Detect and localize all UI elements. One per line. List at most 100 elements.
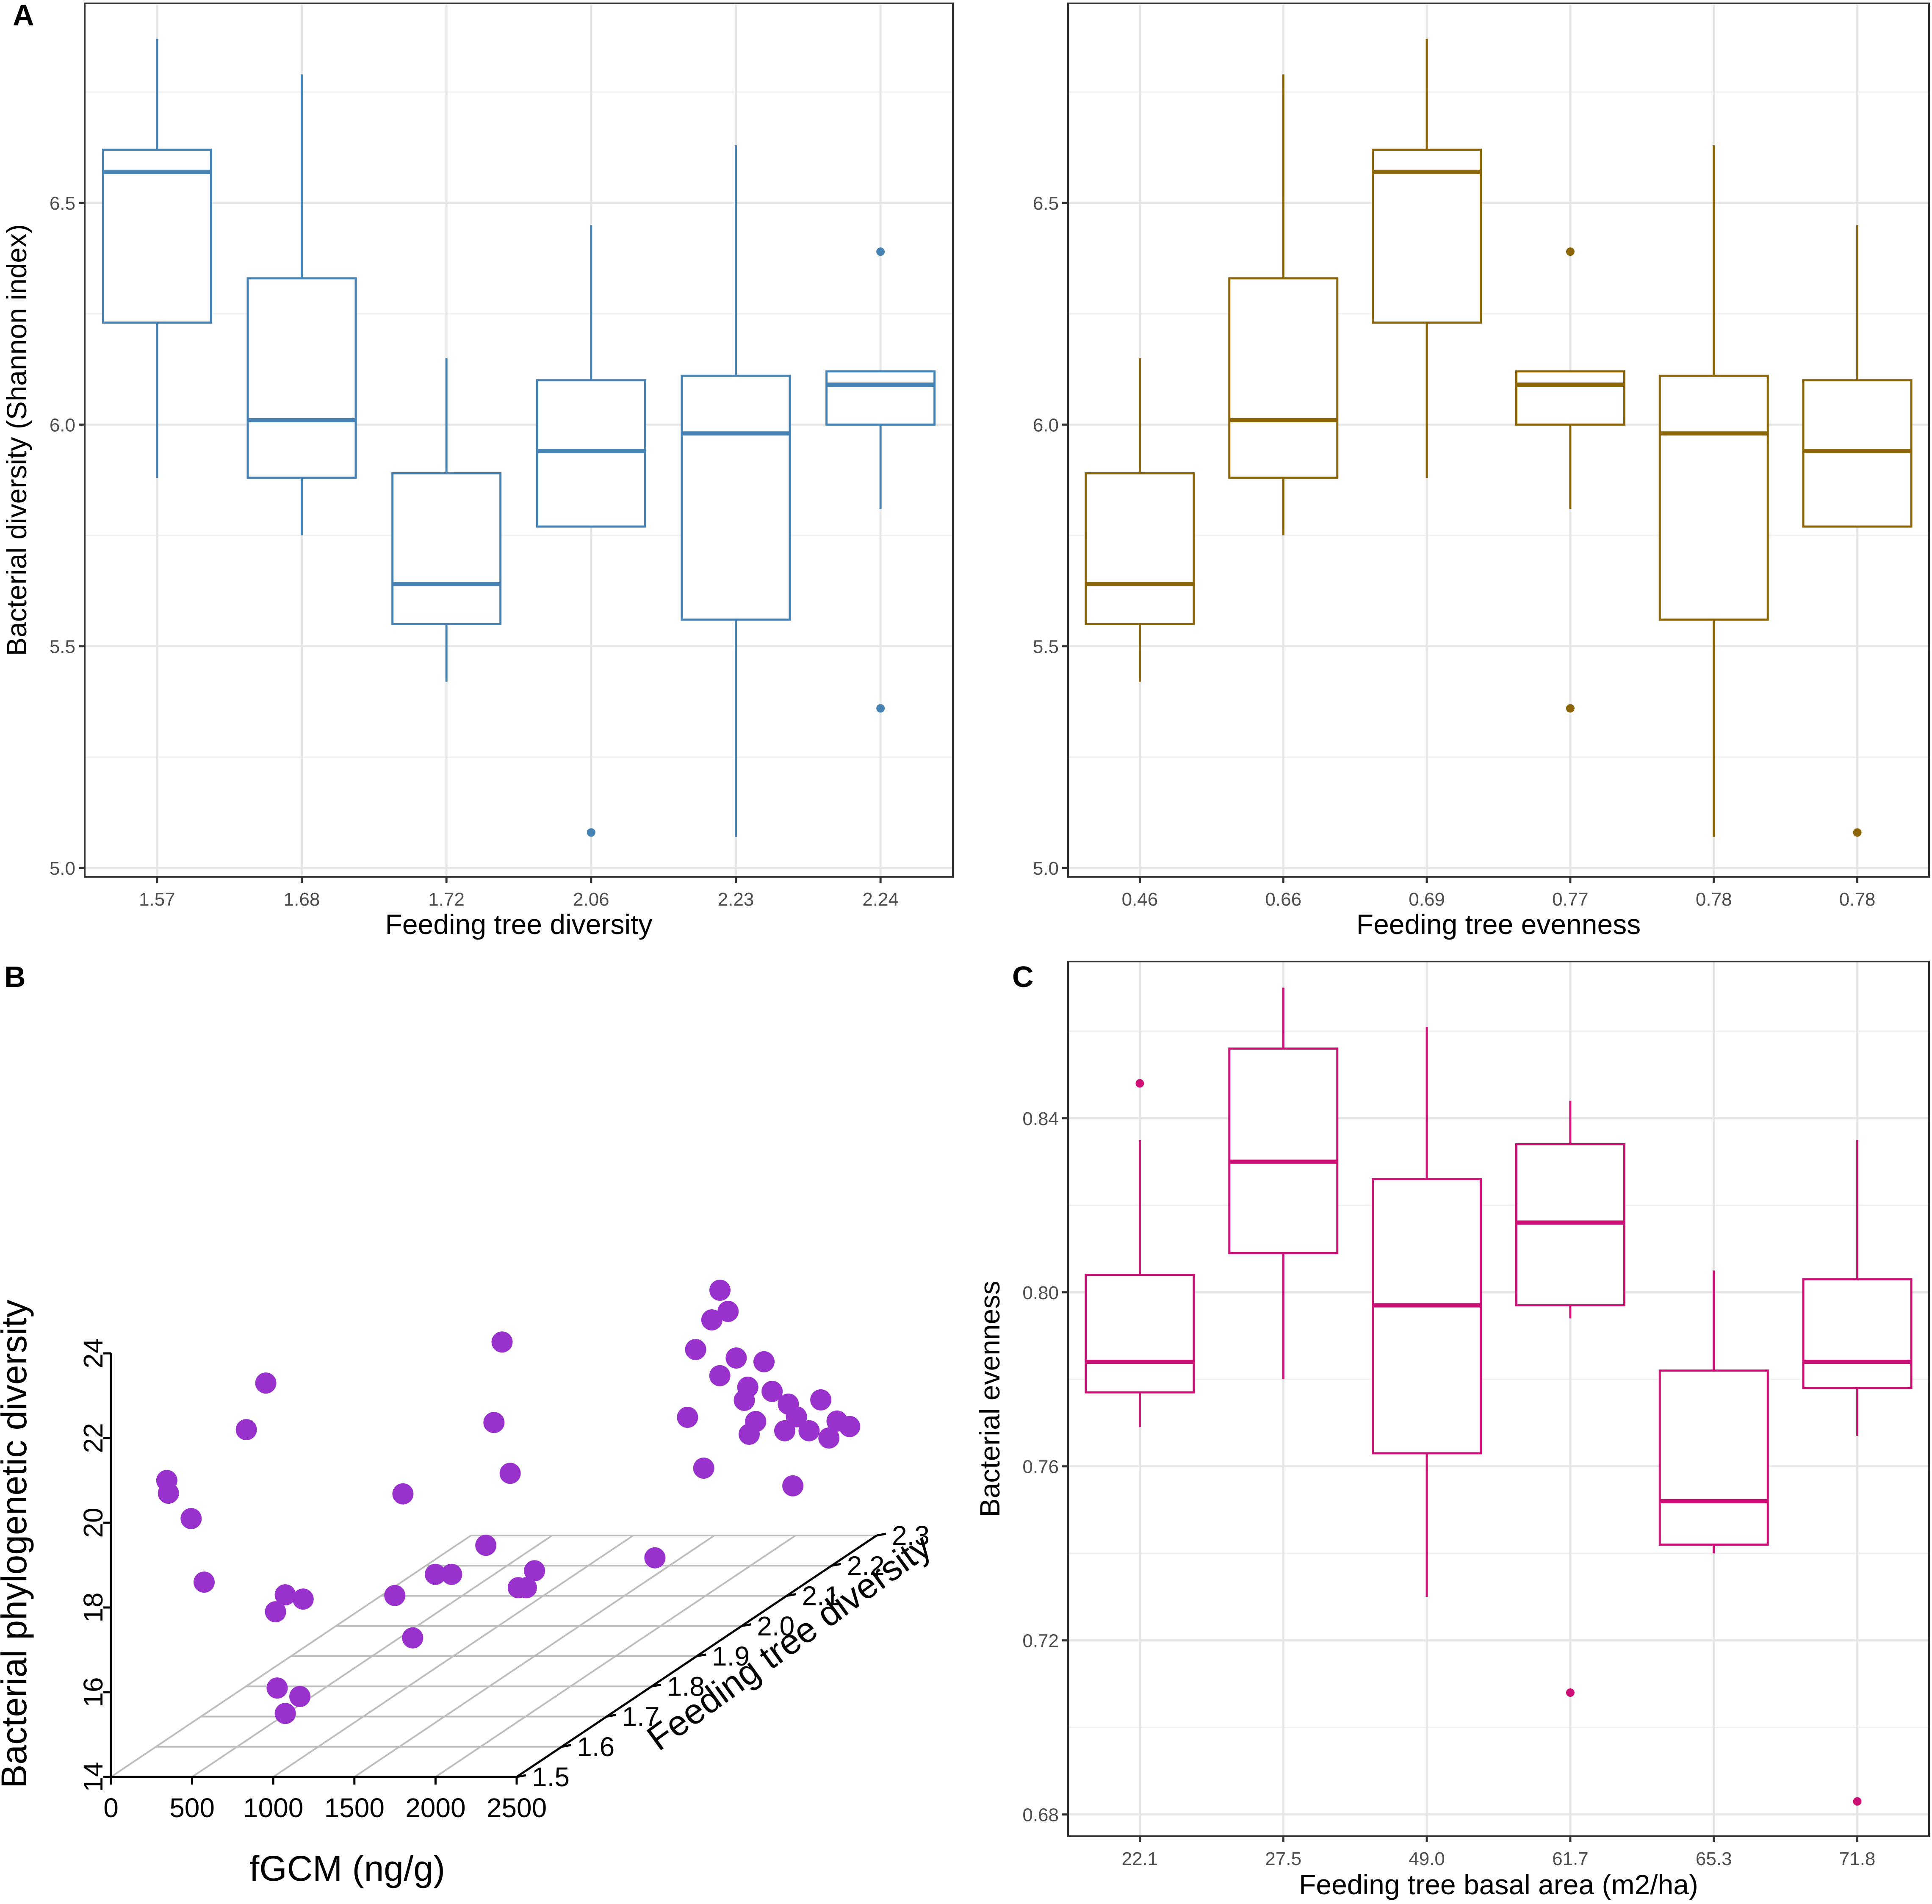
y-tick-label: 2.3 bbox=[892, 1520, 930, 1551]
outlier-point bbox=[1566, 247, 1575, 256]
y-tick-label: 1.7 bbox=[622, 1702, 660, 1732]
y-tick-mark bbox=[876, 1533, 886, 1537]
x-tick-label: 500 bbox=[169, 1793, 215, 1823]
panel-A-right: 5.0 5.5 6.0 6.5 0.46 0.66 0.69 0.77 0.78 0.78 Feed… bbox=[1033, 3, 1930, 940]
x-tick-label: 1.68 bbox=[284, 889, 320, 910]
box bbox=[1085, 472, 1195, 625]
panel-border bbox=[1067, 961, 1930, 1837]
x-tick-label: 0.78 bbox=[1696, 889, 1732, 910]
box bbox=[1228, 1047, 1339, 1254]
outlier-point bbox=[1566, 704, 1575, 713]
y-tick-label: 0.80 bbox=[1022, 1283, 1059, 1303]
scatter-point bbox=[798, 1420, 820, 1441]
scatter-point bbox=[441, 1563, 462, 1585]
z-tick-label: 16 bbox=[78, 1677, 108, 1707]
scatter-point bbox=[292, 1588, 314, 1610]
scatter-point bbox=[289, 1686, 311, 1707]
y-tick-mark bbox=[786, 1593, 796, 1597]
y-tick-label: 2.0 bbox=[757, 1611, 794, 1641]
scatter-point bbox=[753, 1351, 775, 1372]
x-tick-label: 27.5 bbox=[1265, 1849, 1301, 1869]
z-tick-label: 18 bbox=[78, 1592, 108, 1622]
x-tick-label: 2.24 bbox=[862, 889, 899, 910]
box bbox=[681, 374, 791, 621]
scatter-point bbox=[810, 1389, 832, 1411]
x-axis-label: fGCM (ng/g) bbox=[249, 1849, 445, 1888]
z-tick-label: 22 bbox=[78, 1423, 108, 1453]
y-tick-mark bbox=[696, 1653, 706, 1657]
box bbox=[1802, 1278, 1913, 1389]
box bbox=[1085, 1274, 1195, 1394]
box bbox=[1802, 379, 1913, 528]
y-tick-label: 6.5 bbox=[1033, 193, 1059, 214]
y-tick-label: 0.72 bbox=[1022, 1631, 1059, 1652]
x-tick-label: 2500 bbox=[487, 1793, 547, 1823]
x-tick-label: 2000 bbox=[405, 1793, 465, 1823]
y-tick-label: 1.8 bbox=[667, 1671, 705, 1702]
scatter-point bbox=[839, 1416, 861, 1437]
scatter-point bbox=[709, 1280, 731, 1301]
x-tick-label: 71.8 bbox=[1839, 1849, 1876, 1869]
box bbox=[536, 379, 646, 528]
panel-C: 0.68 0.72 0.76 0.80 0.84 22.1 27.5 49.0 61.7 65.3… bbox=[974, 960, 1930, 1900]
y-tick-mark bbox=[561, 1744, 571, 1748]
y-tick-label: 6.0 bbox=[50, 415, 75, 435]
outlier-point bbox=[1135, 1079, 1144, 1088]
box bbox=[391, 472, 502, 625]
x-tick-label: 0.46 bbox=[1122, 889, 1158, 910]
scatter-point bbox=[402, 1627, 423, 1649]
z-tick-label: 20 bbox=[78, 1508, 108, 1538]
scatter-point bbox=[701, 1309, 722, 1330]
scatter-point bbox=[274, 1703, 296, 1724]
panel-border bbox=[1067, 3, 1930, 878]
outlier-point bbox=[1853, 828, 1862, 837]
scatter-point bbox=[677, 1407, 698, 1428]
box bbox=[246, 277, 357, 479]
y-tick-mark bbox=[831, 1563, 841, 1567]
x-tick-label: 49.0 bbox=[1409, 1849, 1445, 1869]
panel-label: A bbox=[13, 0, 34, 32]
x-tick-label: 0.77 bbox=[1552, 889, 1589, 910]
y-tick-label: 6.5 bbox=[50, 193, 75, 214]
x-tick-label: 0.69 bbox=[1409, 889, 1445, 910]
scatter-point bbox=[786, 1406, 807, 1427]
scatter-point bbox=[524, 1560, 545, 1582]
scatter-point bbox=[685, 1339, 706, 1360]
y-tick-mark bbox=[741, 1623, 751, 1627]
scatter-point bbox=[761, 1380, 783, 1402]
x-tick-label: 22.1 bbox=[1122, 1849, 1158, 1869]
box bbox=[825, 370, 936, 426]
y-tick-label: 5.0 bbox=[1033, 858, 1059, 879]
outlier-point bbox=[876, 247, 885, 256]
panel-label: B bbox=[4, 960, 26, 993]
x-tick-label: 2.06 bbox=[573, 889, 609, 910]
z-tick-label: 14 bbox=[78, 1762, 108, 1792]
x-tick-label: 0 bbox=[103, 1793, 119, 1823]
scatter-point bbox=[774, 1420, 795, 1441]
outlier-point bbox=[587, 828, 595, 837]
y-tick-label: 5.0 bbox=[50, 858, 75, 879]
scatter-point bbox=[725, 1347, 747, 1369]
x-tick-label: 1500 bbox=[324, 1793, 385, 1823]
panel-A-left: 5.0 5.5 6.0 6.5 1.57 1.68 1.72 2.06 2.23 2.24 Feed… bbox=[1, 0, 954, 940]
y-tick-label: 1.9 bbox=[712, 1641, 750, 1671]
scatter-point bbox=[475, 1535, 497, 1556]
scatter-point bbox=[745, 1411, 767, 1432]
y-tick-label: 0.68 bbox=[1022, 1805, 1059, 1826]
scatter-point bbox=[193, 1571, 215, 1593]
scatter-point bbox=[499, 1463, 521, 1484]
panel-border bbox=[84, 3, 954, 878]
box bbox=[1372, 148, 1482, 324]
z-tick-label: 24 bbox=[78, 1338, 108, 1368]
outlier-point bbox=[1853, 1797, 1862, 1806]
scatter-point bbox=[491, 1331, 513, 1353]
z-axis-label: Bacterial phylogenetic diversity bbox=[0, 1300, 34, 1788]
scatter-point bbox=[709, 1365, 731, 1386]
scatter-point bbox=[180, 1508, 202, 1530]
x-tick-label: 0.78 bbox=[1839, 889, 1876, 910]
box bbox=[1658, 1369, 1769, 1546]
y-tick-label: 2.1 bbox=[802, 1581, 840, 1611]
y-tick-label: 2.2 bbox=[847, 1550, 885, 1581]
outlier-point bbox=[876, 704, 885, 713]
y-tick-label: 5.5 bbox=[50, 637, 75, 657]
